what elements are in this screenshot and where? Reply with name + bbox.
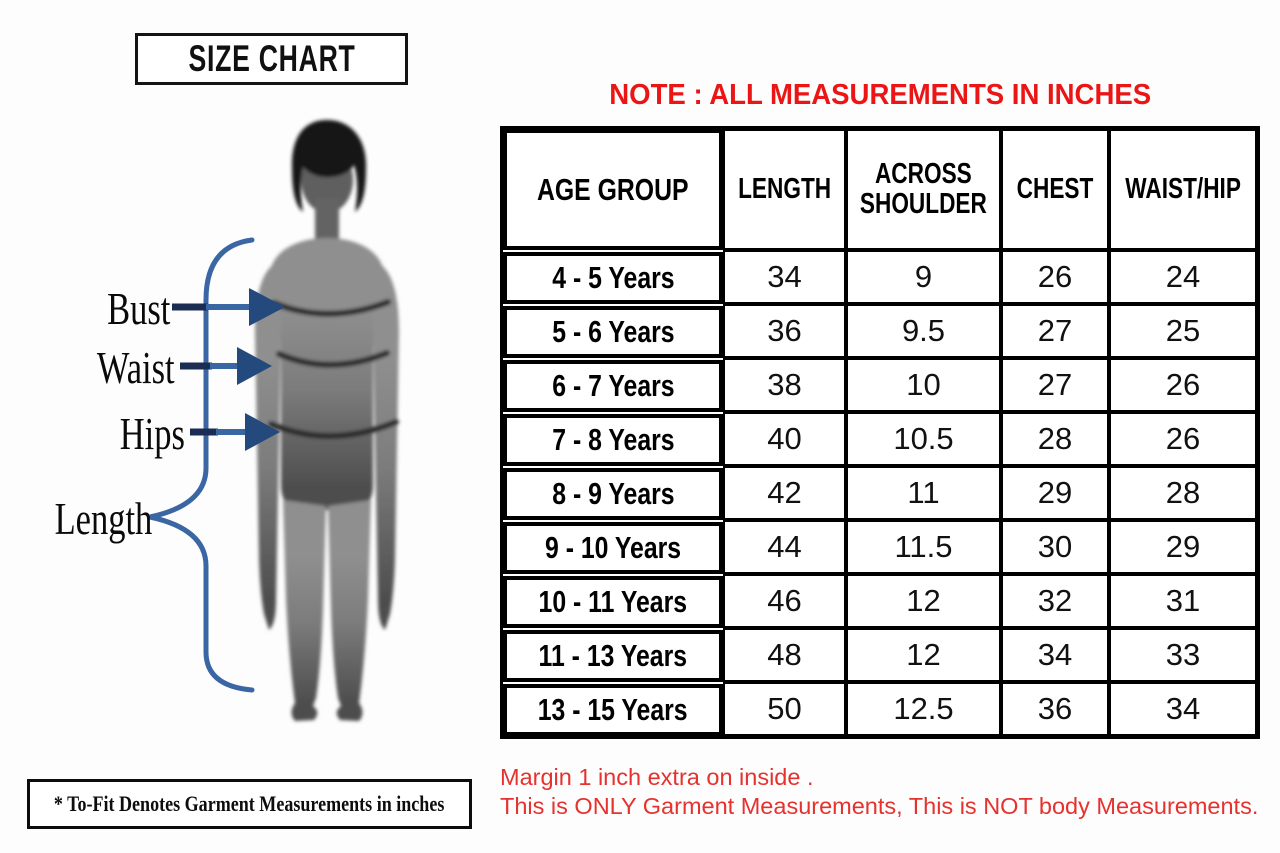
value-cell: 12 xyxy=(846,628,1001,682)
value-cell: 29 xyxy=(1109,520,1257,574)
hips-band xyxy=(268,419,399,439)
size-table: AGE GROUP 4 - 5 Years 5 - 6 Years 6 - 7 … xyxy=(500,126,1260,739)
figure-hair xyxy=(291,120,367,212)
value-cell: 33 xyxy=(1109,628,1257,682)
age-group-column: AGE GROUP 4 - 5 Years 5 - 6 Years 6 - 7 … xyxy=(503,129,723,736)
value-cell: 44 xyxy=(723,520,846,574)
age-cell: 13 - 15 Years xyxy=(503,684,723,736)
value-cell: 32 xyxy=(1001,574,1109,628)
value-cell: 27 xyxy=(1001,358,1109,412)
age-cell: 8 - 9 Years xyxy=(503,468,723,520)
age-cell: 9 - 10 Years xyxy=(503,522,723,574)
value-cell: 40 xyxy=(723,412,846,466)
value-cell: 25 xyxy=(1109,304,1257,358)
header-across-shoulder: ACROSS SHOULDER xyxy=(846,129,1001,250)
age-cell: 4 - 5 Years xyxy=(503,252,723,304)
value-cell: 24 xyxy=(1109,250,1257,304)
figure-left-arm xyxy=(255,264,282,630)
value-cell: 34 xyxy=(1109,682,1257,736)
waist-band xyxy=(276,350,390,368)
value-cell: 12.5 xyxy=(846,682,1001,736)
header-chest: CHEST xyxy=(1001,129,1109,250)
tofit-footnote-box: * To-Fit Denotes Garment Measurements in… xyxy=(27,779,472,829)
value-cell: 30 xyxy=(1001,520,1109,574)
figure-label-length: Length xyxy=(54,493,153,544)
value-cell: 26 xyxy=(1109,358,1257,412)
value-cell: 11.5 xyxy=(846,520,1001,574)
value-cell: 36 xyxy=(723,304,846,358)
value-cell: 10 xyxy=(846,358,1001,412)
age-cell: 10 - 11 Years xyxy=(503,576,723,628)
header-age-group: AGE GROUP xyxy=(503,129,723,250)
age-cell: 6 - 7 Years xyxy=(503,360,723,412)
child-figure-illustration xyxy=(255,120,399,721)
garment-note-line1: Margin 1 inch extra on inside . xyxy=(500,764,814,790)
value-cell: 28 xyxy=(1001,412,1109,466)
garment-note-line2: This is ONLY Garment Measurements, This … xyxy=(500,793,1259,819)
figure-torso xyxy=(269,238,385,510)
value-cell: 11 xyxy=(846,466,1001,520)
value-cell: 29 xyxy=(1001,466,1109,520)
value-cell: 28 xyxy=(1109,466,1257,520)
value-cell: 34 xyxy=(723,250,846,304)
value-cell: 9.5 xyxy=(846,304,1001,358)
figure-right-leg xyxy=(328,500,371,721)
value-cell: 9 xyxy=(846,250,1001,304)
figure-right-arm xyxy=(372,264,399,630)
value-cell: 27 xyxy=(1001,304,1109,358)
tofit-footnote-text: * To-Fit Denotes Garment Measurements in… xyxy=(54,791,445,816)
value-cell: 10.5 xyxy=(846,412,1001,466)
value-cell: 48 xyxy=(723,628,846,682)
bust-band xyxy=(271,299,391,317)
value-cell: 50 xyxy=(723,682,846,736)
figure-label-bust: Bust xyxy=(106,283,170,334)
value-cell: 34 xyxy=(1001,628,1109,682)
value-cell: 46 xyxy=(723,574,846,628)
value-cell: 31 xyxy=(1109,574,1257,628)
header-length: LENGTH xyxy=(723,129,846,250)
measurements-note-heading: NOTE : ALL MEASUREMENTS IN INCHES xyxy=(609,79,1151,111)
age-cell: 11 - 13 Years xyxy=(503,630,723,682)
age-cell: 5 - 6 Years xyxy=(503,306,723,358)
value-cell: 36 xyxy=(1001,682,1109,736)
value-cell: 12 xyxy=(846,574,1001,628)
age-cell: 7 - 8 Years xyxy=(503,414,723,466)
value-cell: 38 xyxy=(723,358,846,412)
header-waist-hip: WAIST/HIP xyxy=(1109,129,1257,250)
figure-label-waist: Waist xyxy=(97,342,175,393)
value-cell: 26 xyxy=(1109,412,1257,466)
measurements-grid: LENGTH ACROSS SHOULDER CHEST WAIST/HIP 3… xyxy=(723,129,1257,736)
value-cell: 42 xyxy=(723,466,846,520)
figure-left-leg xyxy=(283,500,326,721)
size-chart-title-box: SIZE CHART xyxy=(135,33,408,85)
value-cell: 26 xyxy=(1001,250,1109,304)
size-chart-title: SIZE CHART xyxy=(187,38,356,79)
figure-label-hips: Hips xyxy=(119,408,185,459)
